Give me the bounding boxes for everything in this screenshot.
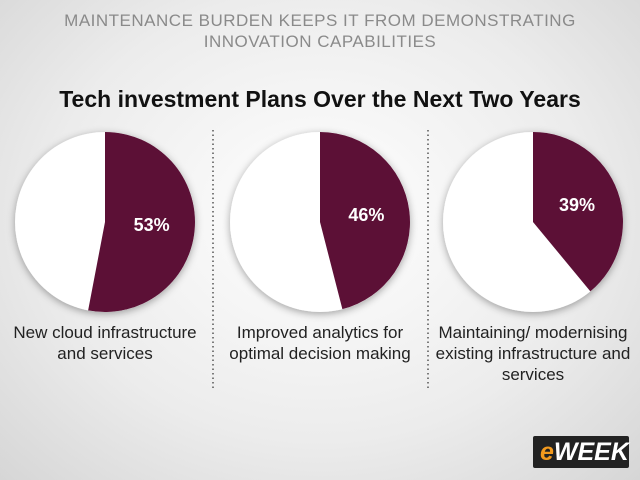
category-label: Improved analytics for optimal decision … [229,323,411,363]
category-label: Maintaining/ modernising existing infras… [435,323,631,384]
logo-box [533,436,629,468]
logo-text: eWEEK [540,438,631,466]
header: MAINTENANCE BURDEN KEEPS IT FROM DEMONST… [64,11,576,51]
chart-title: Tech investment Plans Over the Next Two … [59,86,581,112]
category-label: New cloud infrastructure and services [13,323,197,363]
pie-slice [88,132,195,312]
pie-slice [533,132,624,292]
value-label: 46% [348,205,384,225]
value-label: 53% [134,215,170,235]
pie-slice [320,132,410,310]
logo: eWEEK [533,436,631,468]
value-label: 39% [559,195,595,215]
